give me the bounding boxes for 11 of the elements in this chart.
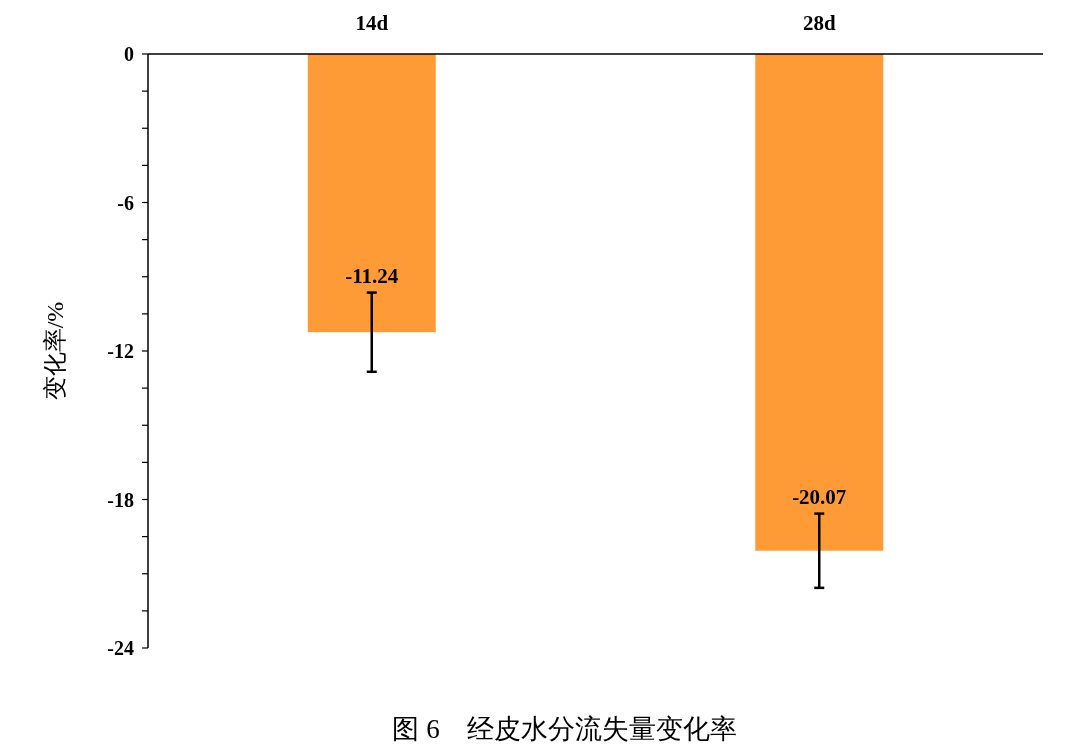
y-tick-label: -6 (117, 191, 134, 214)
y-tick-label: -12 (107, 340, 134, 362)
x-tick-label: 14d (355, 11, 389, 35)
x-tick-label: 28d (802, 11, 836, 35)
data-label: -20.07 (792, 484, 847, 509)
text: 图 6 经皮水分流失量变化率 (392, 714, 737, 744)
y-tick-label: -18 (107, 488, 134, 511)
y-tick-label: 0 (124, 43, 134, 65)
y-axis-title: 变化率/% (42, 301, 68, 401)
data-label: -11.24 (345, 263, 399, 288)
y-tick-label: -24 (107, 637, 134, 659)
